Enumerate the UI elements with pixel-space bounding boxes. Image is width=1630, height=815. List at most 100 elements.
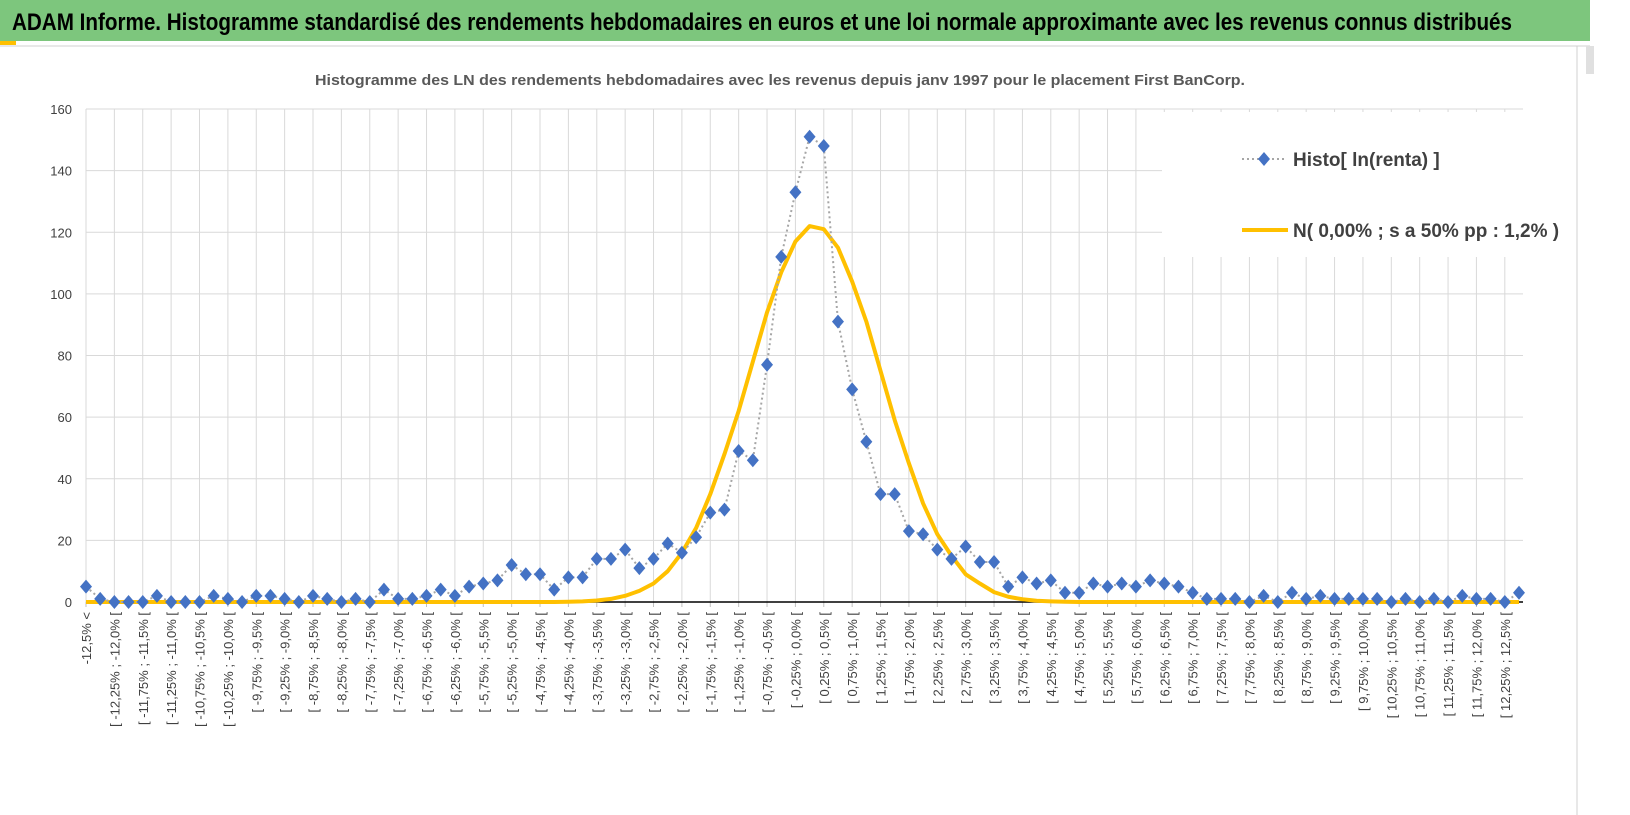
histogram-point <box>789 185 802 200</box>
header-bar <box>0 0 1590 41</box>
histogram-point <box>80 579 92 594</box>
histogram-point <box>746 453 759 468</box>
x-tick-label: [ 2,25% ; 2,5% [ <box>930 612 945 704</box>
x-tick-label: [ 12,25% ; 12,5% [ <box>1498 612 1513 719</box>
x-tick-label: [ 9,75% ; 10,0% [ <box>1356 612 1371 711</box>
x-tick-label: [ -9,75% ; -9,5% [ <box>249 612 264 713</box>
histogram-point <box>292 595 305 609</box>
histogram-point <box>94 591 107 606</box>
histogram-point <box>902 524 915 539</box>
x-tick-label: [ -6,25% ; -6,0% [ <box>448 612 463 713</box>
histogram-point <box>1058 585 1071 600</box>
histogram-point <box>874 487 887 502</box>
x-tick-label: [ 4,25% ; 4,5% [ <box>1044 612 1059 704</box>
legend: Histo[ ln(renta) ] N( 0,00% ; s a 50% pp… <box>1162 112 1570 257</box>
histogram-point <box>1271 595 1284 609</box>
x-tick-label: [ 5,25% ; 5,5% [ <box>1101 612 1116 704</box>
histogram-point <box>619 542 632 557</box>
histogram-point <box>945 551 958 566</box>
x-tick-label: [ -8,25% ; -8,0% [ <box>334 612 349 713</box>
x-tick-label: [ -9,25% ; -9,0% [ <box>278 612 293 713</box>
histogram-point <box>1300 591 1313 606</box>
histogram-point <box>392 591 405 606</box>
legend-normal-label: N( 0,00% ; s a 50% pp : 1,2% ) <box>1293 221 1559 242</box>
histogram-point <box>420 588 433 603</box>
x-tick-label: [ 3,75% ; 4,0% [ <box>1015 612 1030 704</box>
histogram-point <box>477 576 490 591</box>
x-tick-label: [ 6,75% ; 7,0% [ <box>1186 612 1201 704</box>
y-tick-label: 20 <box>58 533 72 548</box>
scrollbar[interactable] <box>1586 46 1594 74</box>
y-tick-label: 80 <box>58 349 72 364</box>
histogram-point <box>959 539 972 554</box>
histogram-point <box>1513 585 1525 600</box>
histogram-point <box>321 591 334 606</box>
x-tick-label: [ -2,75% ; -2,5% [ <box>647 612 662 713</box>
x-tick-label: [ 11,25% ; 11,5% [ <box>1441 612 1456 717</box>
histogram-point <box>1484 591 1497 606</box>
histogram-point <box>846 382 859 397</box>
x-tick-label: [ 11,75% ; 12,0% [ <box>1469 612 1484 718</box>
histogram-point <box>661 536 674 551</box>
histogram-point <box>704 505 717 520</box>
x-tick-label: [ -11,75% ; -11,5% [ <box>136 612 151 725</box>
x-tick-label: [ 8,25% ; 8,5% [ <box>1271 612 1286 704</box>
histogram-point <box>548 582 561 597</box>
histogram-point <box>917 527 930 542</box>
x-tick-label: -12,5% < <box>79 612 94 664</box>
histogram-point <box>1399 591 1412 606</box>
histogram-point <box>1200 591 1213 606</box>
histogram-point <box>491 573 504 588</box>
histogram-point <box>1470 591 1483 606</box>
histogram-point <box>1073 585 1086 600</box>
x-tick-label: [ 6,25% ; 6,5% [ <box>1157 612 1172 704</box>
histogram-point <box>335 595 348 609</box>
histogram-point <box>1002 579 1015 594</box>
chart-title: Histogramme des LN des rendements hebdom… <box>315 72 1245 89</box>
y-tick-label: 0 <box>65 595 72 610</box>
histogram-point <box>519 567 532 582</box>
x-tick-label: [ -8,75% ; -8,5% [ <box>306 612 321 713</box>
histogram-point <box>1172 579 1185 594</box>
x-tick-label: [ 8,75% ; 9,0% [ <box>1299 612 1314 704</box>
histogram-point <box>250 588 263 603</box>
x-tick-label: [ 5,75% ; 6,0% [ <box>1129 612 1144 704</box>
histogram-point <box>860 434 873 449</box>
histogram-point <box>165 595 178 609</box>
histogram-point <box>207 588 220 603</box>
y-axis: 0 20 40 60 80 100 120 140 160 <box>50 102 72 610</box>
histogram-point <box>803 129 816 144</box>
histogram-point <box>973 554 986 569</box>
histogram-point <box>1356 591 1369 606</box>
x-tick-label: [ -10,75% ; -10,5% [ <box>193 612 208 727</box>
histogram-point <box>1243 595 1256 609</box>
histogram-point <box>1342 591 1355 606</box>
histogram-point <box>179 595 192 609</box>
histogram-point <box>831 314 844 329</box>
histogram-point <box>1328 591 1341 606</box>
x-tick-label: [ 0,25% ; 0,5% [ <box>817 612 832 704</box>
histogram-point <box>1456 588 1469 603</box>
histogram-point <box>406 591 419 606</box>
histogram-point <box>1129 579 1142 594</box>
histogram-point <box>1285 585 1298 600</box>
header-accent <box>0 41 16 45</box>
x-tick-label: [ 7,75% ; 8,0% [ <box>1242 612 1257 704</box>
histogram-point <box>122 595 135 609</box>
histogram-point <box>150 588 163 603</box>
page-title: ADAM Informe. Histogramme standardisé de… <box>12 9 1512 36</box>
legend-histo-label: Histo[ ln(renta) ] <box>1293 150 1440 171</box>
histogram-point <box>307 588 320 603</box>
histogram-point <box>505 558 518 573</box>
histogram-point <box>434 582 447 597</box>
legend-background <box>1162 112 1570 257</box>
x-tick-label: [ -0,25% ; 0,0% [ <box>788 612 803 708</box>
histogram-point <box>1030 576 1043 591</box>
x-tick-label: [ -7,75% ; -7,5% [ <box>363 612 378 713</box>
x-tick-label: [ -7,25% ; -7,0% [ <box>391 612 406 713</box>
histogram-point <box>221 591 234 606</box>
x-tick-label: [ 2,75% ; 3,0% [ <box>959 612 974 704</box>
histogram-point <box>1215 591 1228 606</box>
x-tick-label: [ -1,25% ; -1,0% [ <box>732 612 747 713</box>
histogram-point <box>988 554 1001 569</box>
